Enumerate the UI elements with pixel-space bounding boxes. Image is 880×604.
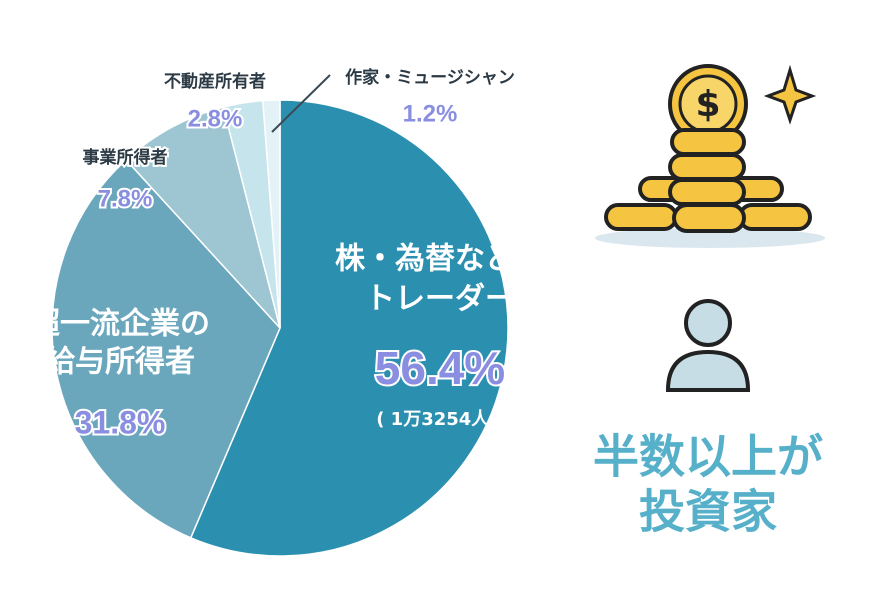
value-label: 7.8%: [98, 185, 153, 212]
slice-label: 給与所得者: [45, 345, 195, 380]
slice-label: 超一流企業の: [30, 307, 210, 342]
slice-label: 株・為替などの: [335, 242, 545, 277]
value-label: 56.4%: [375, 342, 505, 394]
leader-line: [271, 74, 331, 133]
value-label: 2.8%: [188, 105, 243, 132]
headline: 投資家: [639, 485, 777, 539]
value-label: 31.8%: [75, 404, 166, 440]
person-icon: [665, 299, 751, 392]
pie-slice: [262, 99, 281, 329]
annotation: ( 1万3254人 ): [376, 409, 504, 430]
dollar-sign: $: [695, 84, 720, 125]
slice-label: 事業所得者: [83, 147, 168, 168]
pie-slice: [189, 99, 509, 557]
value-label: 1.2%: [403, 100, 458, 127]
headline: 半数以上が: [593, 430, 823, 484]
pie: [51, 99, 509, 557]
slice-label: トレーダー: [365, 282, 515, 317]
slice-label: 不動産所有者: [164, 71, 266, 92]
pie-slice: [51, 158, 281, 539]
slice-label: 作家・ミュージシャン: [345, 67, 515, 88]
pie-slice: [124, 106, 281, 329]
coins-icon: $: [595, 64, 825, 248]
